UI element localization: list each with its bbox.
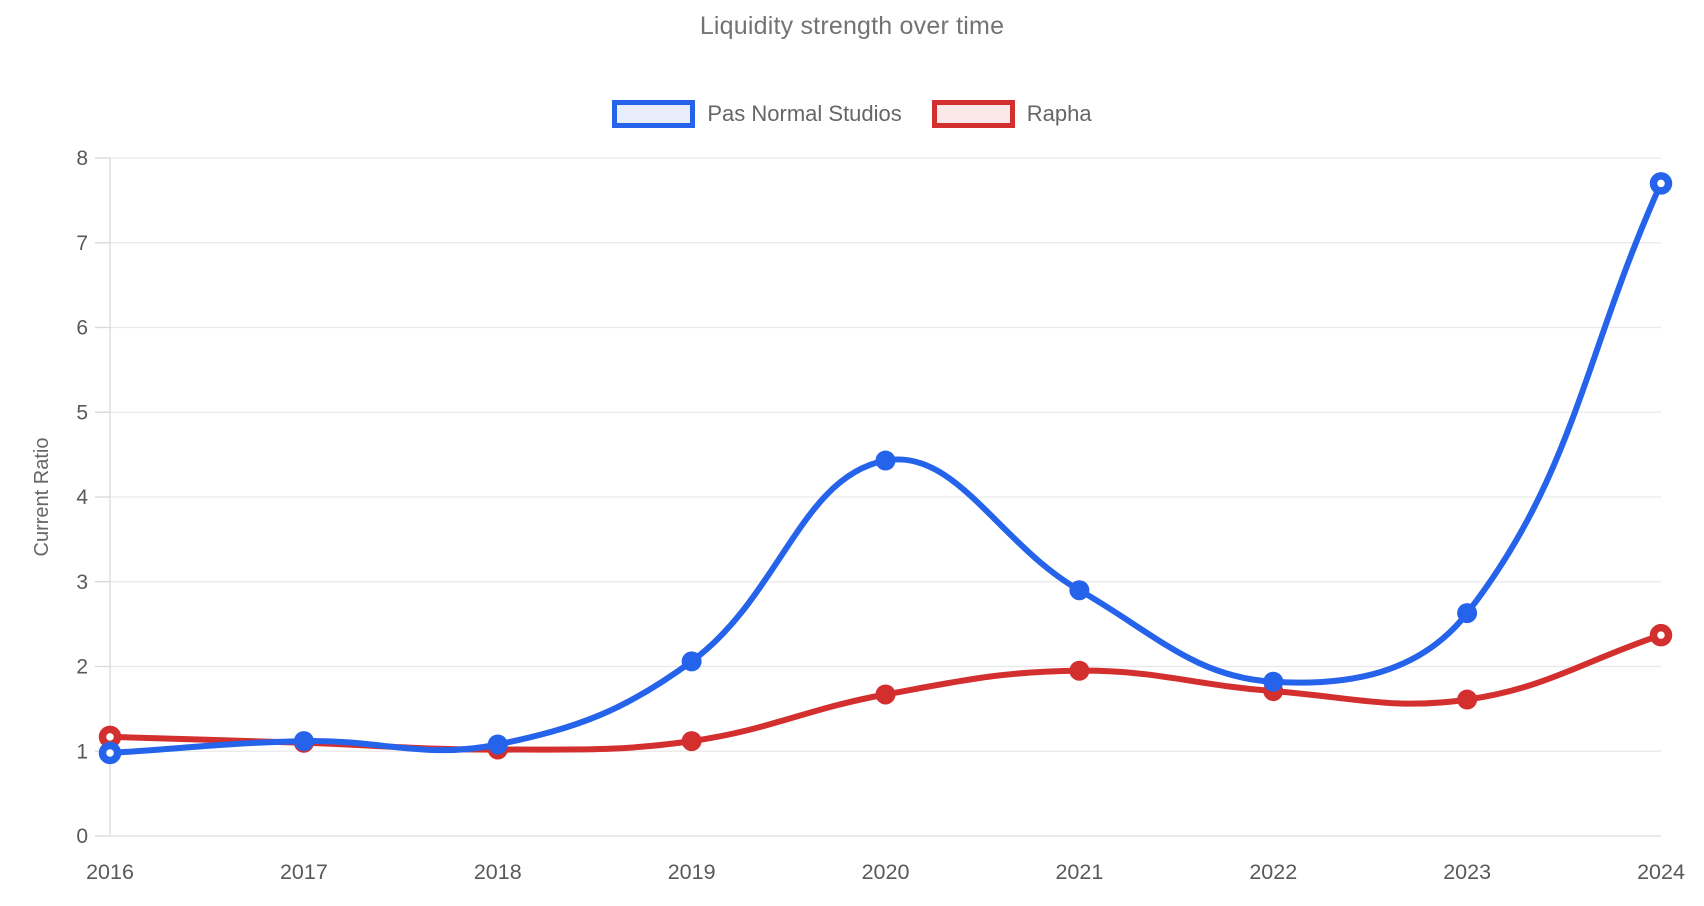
- legend-swatch-blue: [612, 100, 696, 128]
- ytick-label-6: 6: [76, 317, 88, 340]
- y-axis-title: Current Ratio: [31, 438, 53, 557]
- chart-legend: Pas Normal Studios Rapha: [0, 100, 1704, 128]
- point-pas-normal-studios-2022: [1263, 671, 1284, 692]
- point-rapha-2021: [1069, 660, 1090, 681]
- xtick-label-2019: 2019: [668, 860, 716, 884]
- point-rapha-2019: [681, 731, 702, 752]
- point-rapha-2023: [1457, 689, 1478, 710]
- point-pas-normal-studios-2021: [1069, 580, 1090, 601]
- legend-label-rapha: Rapha: [1026, 101, 1092, 126]
- ytick-label-1: 1: [76, 740, 88, 763]
- xtick-label-2017: 2017: [280, 860, 328, 884]
- xtick-label-2023: 2023: [1443, 860, 1491, 884]
- point-pas-normal-studios-2018: [487, 734, 508, 755]
- ytick-label-4: 4: [76, 486, 88, 509]
- ytick-label-3: 3: [76, 571, 88, 594]
- ytick-label-2: 2: [76, 656, 88, 679]
- point-pas-normal-studios-2016: [98, 741, 122, 765]
- chart-title: Liquidity strength over time: [699, 12, 1005, 40]
- ytick-label-0: 0: [76, 825, 88, 848]
- legend-item-pas-normal-studios[interactable]: Pas Normal Studios: [612, 100, 902, 128]
- point-rapha-2024: [1649, 623, 1673, 647]
- point-pas-normal-studios-2024: [1649, 172, 1673, 195]
- xtick-label-2021: 2021: [1055, 860, 1103, 884]
- xtick-label-2020: 2020: [862, 860, 910, 884]
- xtick-label-2024: 2024: [1637, 860, 1685, 884]
- ytick-label-5: 5: [76, 401, 88, 424]
- ytick-label-8: 8: [76, 147, 88, 170]
- xtick-label-2022: 2022: [1249, 860, 1297, 884]
- legend-item-rapha[interactable]: Rapha: [931, 100, 1092, 128]
- xtick-label-2016: 2016: [86, 860, 134, 884]
- point-pas-normal-studios-2020: [875, 450, 896, 471]
- point-pas-normal-studios-2019: [681, 651, 702, 672]
- xtick-label-2018: 2018: [474, 860, 522, 884]
- point-pas-normal-studios-2023: [1457, 603, 1478, 624]
- legend-swatch-red: [931, 100, 1015, 128]
- point-pas-normal-studios-2017: [293, 731, 314, 752]
- ytick-label-7: 7: [76, 232, 88, 255]
- point-rapha-2020: [875, 684, 896, 705]
- legend-label-pas-normal-studios: Pas Normal Studios: [707, 101, 902, 126]
